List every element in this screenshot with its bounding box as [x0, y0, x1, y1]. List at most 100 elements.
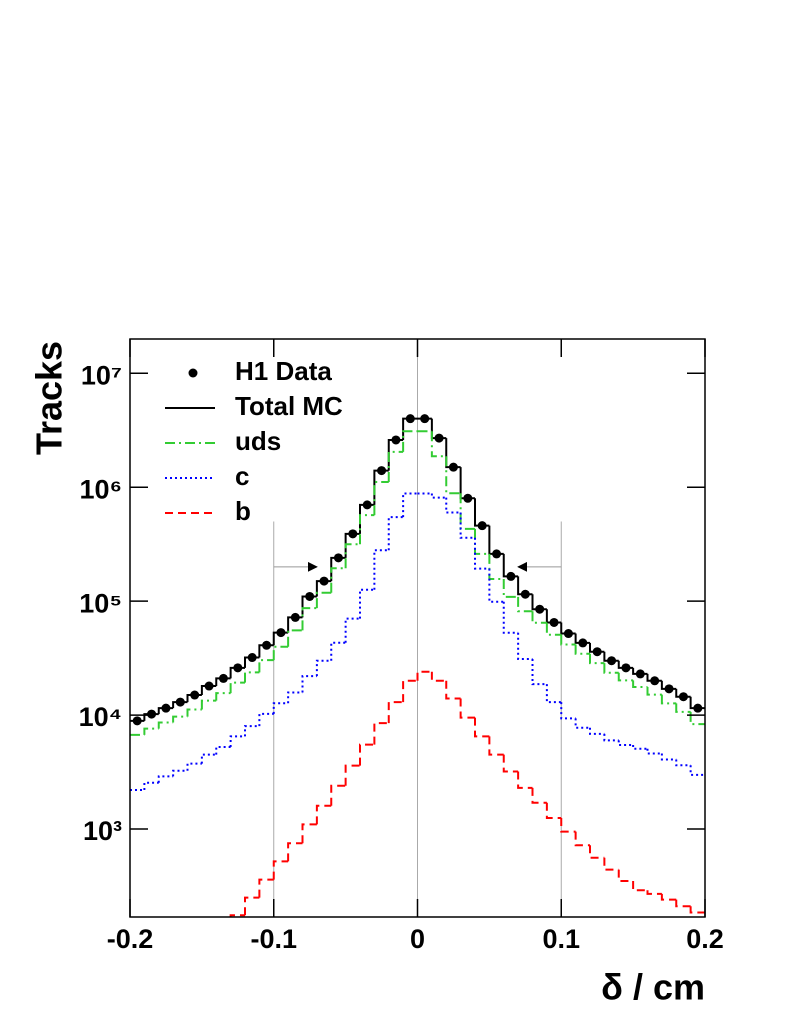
histogram-step	[200, 699, 217, 710]
y-tick-label: 10⁶	[80, 474, 122, 504]
histogram-step	[445, 438, 461, 469]
histogram-step	[157, 707, 174, 715]
histogram-step	[502, 754, 519, 773]
histogram-step	[416, 670, 432, 681]
histogram-step	[646, 890, 662, 895]
histogram-step	[287, 842, 303, 862]
histogram-step	[574, 633, 590, 644]
histogram-step	[617, 869, 634, 882]
histogram-step	[430, 671, 447, 682]
y-tick-label: 10⁷	[81, 360, 122, 390]
histogram-step	[344, 532, 360, 558]
histogram-step	[315, 591, 332, 609]
histogram-step	[258, 644, 274, 658]
histogram-step	[675, 688, 691, 698]
histogram-step	[301, 675, 317, 693]
histogram-step	[315, 804, 332, 825]
overlay: -0.2 -0.1 0 0.1 0.2 10³ 10⁴ 10⁵ 10⁶ 10⁷ H1 Data Tot…	[79, 339, 724, 954]
histogram-step	[545, 684, 562, 704]
histogram-step	[531, 659, 547, 686]
histogram-step	[545, 802, 562, 819]
histogram-step	[157, 775, 174, 783]
histogram-step	[344, 764, 360, 786]
histogram-step	[287, 629, 303, 647]
histogram-step	[560, 817, 576, 833]
histogram-step	[474, 537, 490, 570]
histogram-step	[675, 759, 691, 767]
histogram-step	[660, 680, 677, 690]
plot-frame	[129, 338, 706, 918]
histogram-step	[531, 611, 547, 624]
histogram-step	[387, 516, 404, 551]
histogram-step	[589, 845, 605, 859]
histogram-step	[244, 725, 260, 737]
histogram-step	[488, 568, 504, 603]
histogram-step	[143, 713, 159, 721]
histogram-step	[359, 514, 375, 545]
histogram-step	[660, 893, 677, 901]
y-axis-label: Tracks	[29, 341, 70, 455]
legend-label: c	[235, 461, 249, 491]
histogram-step	[589, 642, 605, 653]
histogram-step	[646, 673, 662, 682]
histogram-step	[402, 679, 418, 703]
histogram-step	[430, 493, 447, 499]
histogram-step	[272, 860, 289, 880]
legend-marker	[188, 368, 198, 378]
histogram-step	[143, 781, 159, 791]
histogram-step	[560, 622, 576, 635]
histogram-step	[689, 711, 705, 726]
histogram-step	[459, 512, 475, 539]
y-tick-label: 10⁵	[79, 588, 122, 618]
histogram-step	[531, 787, 547, 804]
histogram-step	[287, 616, 303, 633]
histogram-step	[143, 727, 159, 735]
histogram-step	[387, 701, 404, 724]
histogram-step	[172, 715, 188, 723]
histogram-step	[689, 906, 705, 914]
histogram-step	[632, 680, 648, 688]
histogram-step	[603, 651, 619, 662]
histogram-step	[502, 553, 519, 578]
histogram-step	[244, 656, 260, 668]
y-tick-label: 10⁴	[79, 702, 122, 732]
histogram-step	[315, 659, 332, 677]
x-tick-label: 0.2	[686, 924, 724, 954]
histogram-step	[502, 578, 519, 598]
histogram-step	[330, 784, 346, 806]
histogram-step	[560, 634, 576, 646]
histogram-step	[574, 831, 590, 847]
histogram-step	[632, 667, 648, 675]
histogram-step	[660, 694, 677, 705]
histogram-step	[517, 771, 533, 789]
legend-label: b	[235, 496, 251, 526]
histogram-step	[474, 498, 490, 527]
histogram-step	[244, 671, 260, 683]
histogram-step	[617, 740, 634, 747]
histogram-step	[301, 823, 317, 844]
histogram-step	[545, 622, 562, 636]
histogram-step	[373, 481, 389, 516]
histogram-step	[258, 878, 274, 898]
histogram-step	[215, 677, 231, 687]
histogram-step	[675, 703, 691, 713]
histogram-step	[258, 712, 274, 727]
histogram-step	[488, 736, 504, 756]
histogram-step	[632, 880, 648, 892]
histogram-step	[186, 708, 202, 717]
histogram-step	[229, 666, 245, 679]
x-axis-label: δ / cm	[601, 967, 705, 1008]
histogram-step	[330, 556, 346, 582]
histogram-step	[502, 601, 519, 634]
x-tick-label: 0.1	[542, 924, 580, 954]
histogram-step	[229, 735, 245, 747]
legend-label: H1 Data	[235, 356, 332, 386]
histogram-step	[200, 685, 217, 696]
histogram-step	[445, 680, 461, 700]
histogram-step	[459, 698, 475, 719]
histogram-step	[301, 595, 317, 618]
histogram-step	[215, 692, 231, 701]
legend-label: uds	[235, 426, 281, 456]
histogram-step	[373, 722, 389, 745]
